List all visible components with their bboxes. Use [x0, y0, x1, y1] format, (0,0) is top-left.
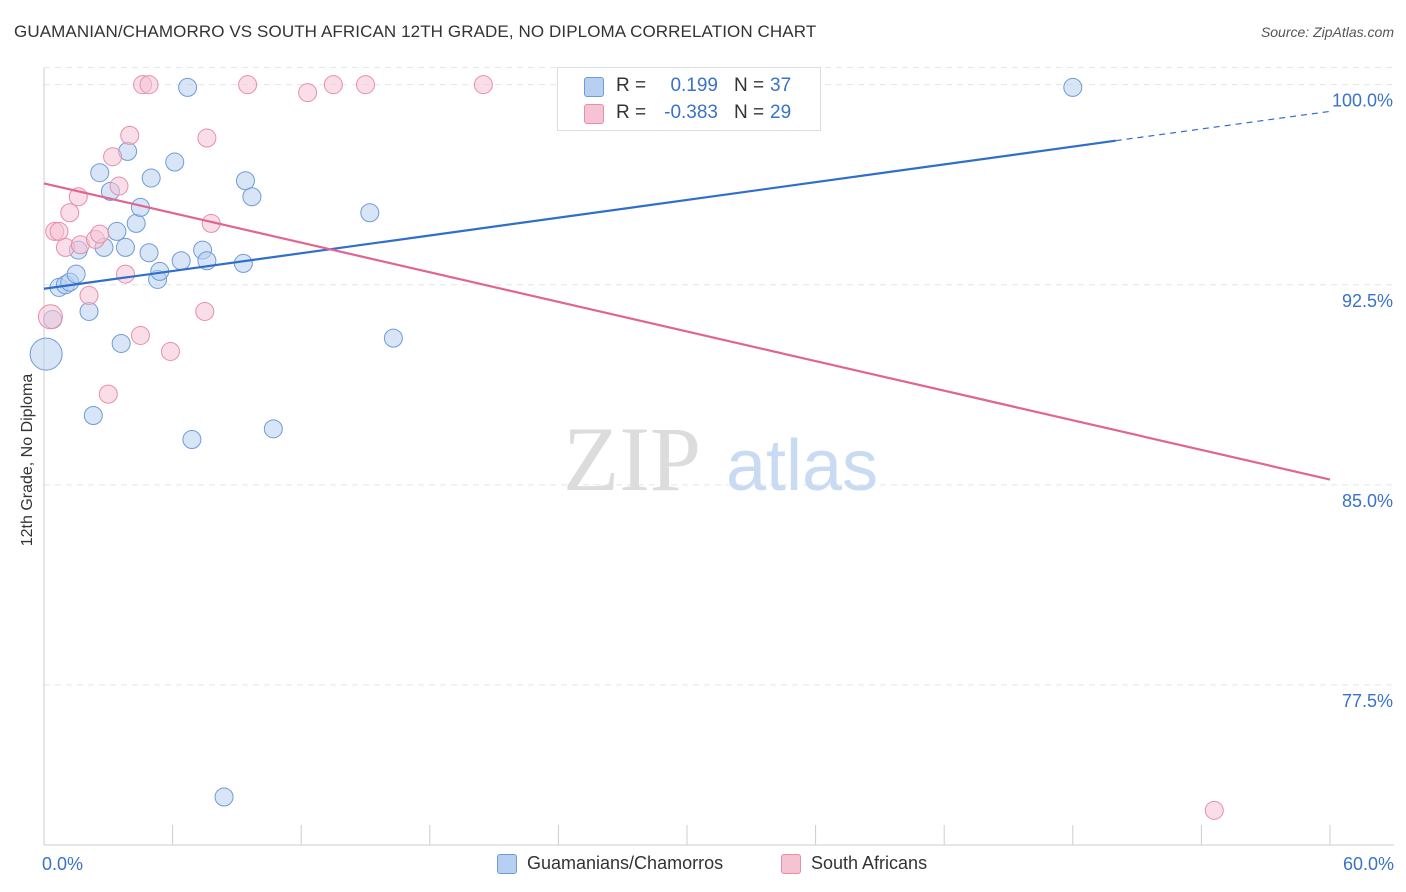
point-south-africans — [115, 264, 135, 284]
y-tick-label: 100.0% — [1332, 91, 1393, 111]
legend-r-value: 0.199 — [670, 75, 718, 96]
point-guamanians — [83, 405, 103, 425]
x-tick-label: 60.0% — [1343, 854, 1394, 874]
y-tick-label: 92.5% — [1342, 291, 1393, 311]
point-guamanians — [178, 77, 198, 97]
legend-n-value: 29 — [770, 102, 792, 123]
legend-r-label: R = — [616, 75, 647, 96]
watermark: ZIP atlas — [563, 408, 878, 510]
grid-lines — [44, 67, 1394, 686]
point-guamanians — [360, 203, 380, 223]
series-label: South Africans — [811, 853, 928, 873]
point-guamanians — [111, 333, 131, 353]
point-guamanians — [79, 301, 99, 321]
legend-r-label: R = — [616, 102, 647, 123]
legend-r-value: -0.383 — [664, 102, 718, 123]
legend-swatch-pink — [584, 104, 604, 124]
series-swatch-blue — [497, 854, 517, 874]
axes — [43, 68, 1394, 846]
point-guamanians — [182, 429, 202, 449]
point-south-africans — [49, 221, 69, 241]
point-guamanians — [171, 251, 191, 271]
trend-line-south-africans — [43, 182, 1331, 481]
point-guamanians — [66, 264, 86, 284]
point-south-africans — [103, 147, 123, 167]
point-guamanians — [235, 171, 255, 191]
series-legend: Guamanians/Chamorros South Africans — [0, 852, 1406, 878]
x-tick-label: 0.0% — [42, 854, 83, 874]
legend-row-south-africans: R = -0.383 N = 29 — [558, 100, 820, 126]
point-south-africans — [238, 75, 258, 95]
point-guamanians — [107, 221, 127, 241]
point-south-africans — [120, 125, 140, 145]
correlation-legend: R = 0.199 N = 37 R = -0.383 N = 29 — [557, 67, 821, 131]
trend-line-guamanians-extension — [1115, 110, 1331, 142]
point-south-africans — [139, 75, 159, 95]
y-axis-label: 12th Grade, No Diploma — [19, 373, 36, 547]
watermark-zip: ZIP — [563, 408, 701, 510]
point-south-africans — [130, 325, 150, 345]
tick-labels: 77.5% 85.0% 92.5% 100.0% 0.0% 60.0% — [42, 91, 1394, 874]
point-guamanians — [90, 163, 110, 183]
trend-lines — [43, 110, 1331, 481]
trend-line-guamanians — [43, 139, 1116, 290]
point-south-africans — [98, 384, 118, 404]
watermark-atlas: atlas — [726, 426, 878, 506]
data-points — [29, 75, 1224, 820]
point-south-africans — [1204, 800, 1224, 820]
point-guamanians — [242, 187, 262, 207]
point-south-africans — [37, 304, 63, 330]
source-credit: Source: ZipAtlas.com — [1260, 24, 1394, 40]
point-south-africans — [197, 128, 217, 148]
point-guamanians — [233, 253, 253, 273]
point-south-africans — [60, 203, 80, 223]
point-guamanians — [214, 787, 234, 807]
point-south-africans — [90, 224, 110, 244]
point-south-africans — [160, 341, 180, 361]
point-guamanians — [141, 168, 161, 188]
point-south-africans — [356, 75, 375, 95]
point-guamanians — [139, 243, 159, 263]
point-guamanians — [115, 237, 135, 257]
y-tick-label: 85.0% — [1342, 491, 1393, 511]
point-guamanians — [1063, 77, 1083, 97]
point-guamanians — [263, 419, 283, 439]
point-south-africans — [195, 301, 215, 321]
series-swatch-pink — [781, 854, 801, 874]
chart-title: GUAMANIAN/CHAMORRO VS SOUTH AFRICAN 12TH… — [14, 22, 817, 41]
series-label: Guamanians/Chamorros — [527, 853, 724, 873]
legend-n-label: N = — [734, 75, 765, 96]
y-tick-label: 77.5% — [1342, 691, 1393, 711]
point-guamanians — [383, 328, 403, 348]
point-south-africans — [298, 83, 318, 103]
point-south-africans — [473, 75, 493, 95]
point-guamanians — [126, 213, 146, 233]
point-guamanians — [29, 337, 63, 371]
legend-swatch-blue — [584, 77, 604, 97]
legend-n-label: N = — [734, 102, 765, 123]
legend-row-guamanians: R = 0.199 N = 37 — [558, 73, 820, 99]
point-south-africans — [79, 285, 99, 305]
point-south-africans — [323, 75, 343, 95]
point-south-africans — [109, 176, 129, 196]
legend-n-value: 37 — [770, 75, 792, 96]
point-guamanians — [165, 152, 185, 172]
